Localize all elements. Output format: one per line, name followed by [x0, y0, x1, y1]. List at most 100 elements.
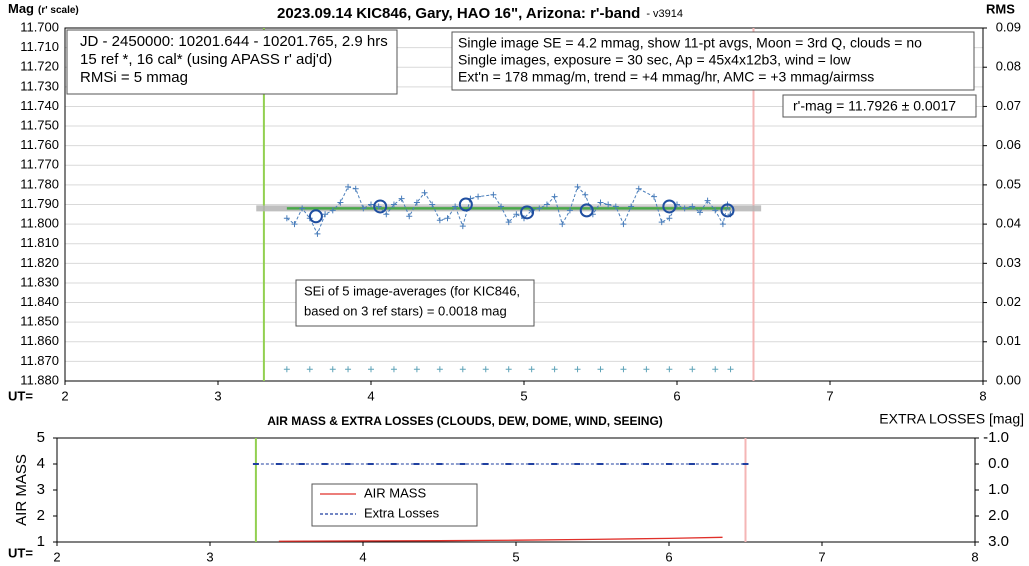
point — [352, 185, 359, 192]
point — [436, 366, 443, 373]
y-tick-label: 11.760 — [20, 137, 59, 152]
point — [582, 191, 589, 198]
point — [696, 209, 703, 216]
y-tick-label: 3 — [37, 481, 45, 498]
y-tick-label: 11.710 — [20, 39, 59, 54]
point — [666, 366, 673, 373]
point — [559, 221, 566, 228]
y2-tick-label: 0.08 — [996, 59, 1021, 74]
average-point — [308, 209, 323, 224]
point — [620, 366, 627, 373]
point — [421, 189, 428, 196]
point — [681, 205, 688, 212]
x-tick-label: 4 — [367, 388, 374, 403]
x-tick-label: 2 — [61, 388, 68, 403]
subtitle: - v3914 — [646, 8, 683, 20]
point — [459, 366, 466, 373]
y2-tick-label: 0.00 — [996, 372, 1021, 387]
legend-box — [311, 483, 478, 527]
point — [620, 221, 627, 228]
average-point — [458, 197, 473, 212]
point — [429, 201, 436, 208]
y2-tick-label: 0.07 — [996, 98, 1021, 113]
y2-tick-label: 0.0 — [988, 455, 1009, 472]
x-axis-label: UT= — [8, 545, 33, 560]
y-tick-label: 11.830 — [20, 274, 59, 289]
x-tick-label: 7 — [818, 549, 825, 564]
x-axis-label: UT= — [8, 388, 33, 403]
y-tick-label: 5 — [37, 429, 45, 446]
plot-frame — [64, 27, 984, 382]
average-point — [662, 199, 677, 214]
x-tick-label: 5 — [520, 388, 527, 403]
y2-tick-label: 2.0 — [988, 507, 1009, 524]
x-tick-label: 5 — [512, 549, 519, 564]
annotation-text: Single images, exposure = 30 sec, Ap = 4… — [458, 52, 852, 68]
x-tick-label: 3 — [206, 549, 213, 564]
point — [322, 211, 329, 218]
y-axis-label-main: Mag — [8, 1, 34, 16]
point — [597, 366, 604, 373]
y-tick-label: 4 — [37, 455, 45, 472]
x-tick-label: 8 — [979, 388, 986, 403]
y-tick-label: 1 — [37, 533, 45, 550]
x-tick-label: 4 — [359, 549, 366, 564]
x-tick-label: 7 — [826, 388, 833, 403]
point — [566, 207, 573, 214]
average-point — [720, 203, 735, 218]
point — [345, 183, 352, 190]
y-axis-label: Mag (r' scale) — [8, 1, 79, 16]
y2-axis-label: RMS — [986, 1, 1015, 16]
point — [329, 366, 336, 373]
chart-title: 2023.09.14 KIC846, Gary, HAO 16", Arizon… — [277, 5, 683, 22]
legend-label: Extra Losses — [364, 505, 440, 520]
y-tick-label: 11.770 — [20, 157, 59, 172]
point — [689, 366, 696, 373]
point — [398, 195, 405, 202]
point — [651, 193, 658, 200]
x-tick-label: 6 — [665, 549, 672, 564]
point — [337, 199, 344, 206]
chart-title: AIR MASS & EXTRA LOSSES (CLOUDS, DEW, DO… — [267, 414, 663, 428]
y2-tick-label: 0.06 — [996, 137, 1021, 152]
point — [291, 221, 298, 228]
point — [712, 207, 719, 214]
point — [612, 203, 619, 210]
y-tick-label: 11.860 — [20, 333, 59, 348]
point — [482, 366, 489, 373]
y-tick-label: 11.720 — [20, 59, 59, 74]
annotation-text: 15 ref *, 16 cal* (using APASS r' adj'd) — [80, 51, 332, 68]
y2-tick-label: 0.02 — [996, 294, 1021, 309]
series-line — [278, 536, 723, 542]
y-tick-label: 11.840 — [20, 294, 59, 309]
point — [314, 230, 321, 237]
y2-tick-label: -1.0 — [983, 429, 1009, 446]
annotation-box — [66, 29, 398, 95]
y-tick-label: 11.740 — [20, 98, 59, 113]
point — [666, 215, 673, 222]
point — [452, 203, 459, 210]
y-tick-label: 11.800 — [20, 216, 59, 231]
point — [628, 203, 635, 210]
point — [689, 203, 696, 210]
y-tick-label: 11.880 — [20, 372, 59, 387]
point — [436, 217, 443, 224]
point — [283, 366, 290, 373]
y-tick-label: 11.820 — [20, 255, 59, 270]
legend-label: AIR MASS — [364, 485, 426, 500]
point — [390, 366, 397, 373]
point — [551, 366, 558, 373]
point — [727, 366, 734, 373]
point — [413, 199, 420, 206]
annotation-box — [451, 31, 975, 91]
y-tick-label: 11.810 — [20, 235, 59, 250]
y-tick-label: 11.700 — [20, 19, 59, 34]
annotation-text: Ext'n = 178 mmag/m, trend = +4 mmag/hr, … — [458, 69, 874, 85]
x-tick-label: 2 — [53, 549, 60, 564]
annotation-text: Single image SE = 4.2 mmag, show 11-pt a… — [458, 35, 922, 51]
point — [490, 191, 497, 198]
y2-tick-label: 3.0 — [988, 533, 1009, 550]
x-tick-label: 8 — [971, 549, 978, 564]
x-tick-label: 3 — [214, 388, 221, 403]
y-tick-label: 11.730 — [20, 78, 59, 93]
